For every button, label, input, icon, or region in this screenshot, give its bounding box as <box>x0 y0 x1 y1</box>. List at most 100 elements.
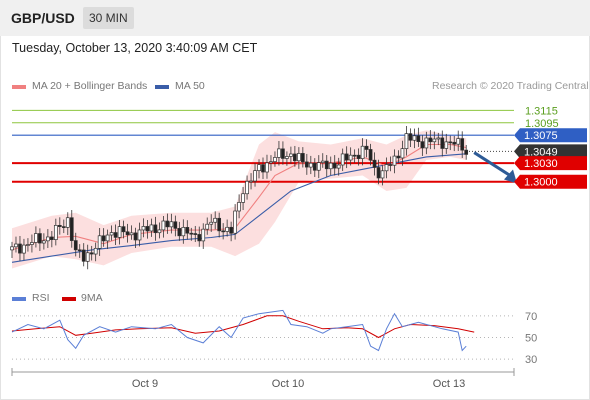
candle-body <box>257 164 261 172</box>
candle-body <box>49 236 54 240</box>
candle <box>285 151 289 166</box>
candle <box>396 150 401 164</box>
candle <box>38 228 42 251</box>
candle <box>281 141 285 165</box>
candle <box>14 236 18 253</box>
price-tag-1.3049 <box>514 144 587 159</box>
candle <box>297 147 301 169</box>
candle <box>221 223 226 240</box>
candle <box>384 157 389 179</box>
candle-body <box>408 133 413 141</box>
candle <box>436 132 441 146</box>
candle <box>193 225 198 243</box>
candle-body <box>221 230 226 233</box>
price-tag-label-1.3075: 1.3075 <box>524 130 558 142</box>
candle-body <box>22 244 26 254</box>
candle <box>137 222 142 247</box>
candle-body <box>269 161 273 164</box>
candle-body <box>368 149 373 161</box>
candle-body <box>332 162 337 169</box>
candle-body <box>137 229 142 241</box>
price-tag-1.3030 <box>514 156 587 171</box>
ma20-legend-swatch <box>12 85 26 89</box>
candle <box>117 220 122 245</box>
candle <box>169 213 174 234</box>
candle <box>316 155 321 179</box>
candle-body <box>177 228 182 237</box>
candle <box>289 146 293 164</box>
candle-body <box>428 137 433 143</box>
candle-body <box>225 226 229 232</box>
level-label-1.3115: 1.3115 <box>525 105 558 117</box>
candle <box>452 135 457 152</box>
candle-body <box>93 247 98 255</box>
candle-body <box>109 232 114 236</box>
candle <box>105 229 110 249</box>
candle-body <box>97 235 102 249</box>
candle <box>376 159 381 185</box>
candle-body <box>173 221 178 229</box>
candle-body <box>420 141 425 149</box>
candle <box>53 218 58 246</box>
candle-body <box>436 137 441 140</box>
candle <box>229 221 233 242</box>
candle-body <box>169 221 174 228</box>
candle-body <box>384 164 389 172</box>
candle-body <box>229 226 233 234</box>
candle-body <box>261 164 265 173</box>
candle-body <box>456 138 461 145</box>
copyright-text: Research © 2020 Trading Central <box>432 80 589 92</box>
price-tag-label-1.3049: 1.3049 <box>524 146 558 158</box>
rsi-tick-50: 50 <box>525 333 537 345</box>
candle <box>360 138 365 166</box>
candle <box>456 130 461 151</box>
candle <box>324 155 329 177</box>
candle <box>388 156 393 172</box>
candle-body <box>388 164 393 166</box>
candle-body <box>440 137 445 149</box>
candle <box>348 147 353 166</box>
candle <box>157 222 162 239</box>
candle-body <box>185 227 190 234</box>
candle <box>336 157 341 176</box>
price-tag-label-1.3000: 1.3000 <box>524 177 558 189</box>
rsi-line <box>11 309 467 352</box>
candle <box>237 194 241 219</box>
candle <box>49 231 54 248</box>
x-tick-label: Oct 13 <box>433 378 465 390</box>
candle <box>412 128 417 149</box>
candle-body <box>217 217 222 232</box>
timeframe-button[interactable]: 30 MIN <box>83 7 134 29</box>
candle-body <box>320 160 325 163</box>
candle-body <box>81 249 86 262</box>
candle <box>440 130 445 157</box>
candle <box>46 229 50 248</box>
candle <box>89 245 94 261</box>
candle <box>26 238 30 252</box>
candle <box>293 145 297 167</box>
candle-body <box>233 210 237 234</box>
candle-body <box>412 135 417 141</box>
rsi-ma-legend-swatch <box>62 297 76 301</box>
candle-body <box>416 135 421 143</box>
candle-body <box>205 223 210 230</box>
candle <box>269 155 273 171</box>
candle <box>97 227 102 256</box>
candle <box>352 149 357 163</box>
candle-body <box>289 153 293 157</box>
candle-body <box>113 232 118 238</box>
candle <box>161 215 166 238</box>
candle <box>273 151 277 167</box>
candle-body <box>249 180 253 183</box>
candle <box>328 156 333 176</box>
candle-body <box>18 243 22 254</box>
candle <box>392 149 397 174</box>
candle <box>233 204 237 240</box>
candle-body <box>293 153 297 162</box>
candle-body <box>308 162 313 168</box>
candle-body <box>396 155 401 159</box>
candle-body <box>189 232 194 235</box>
candle-body <box>197 234 202 242</box>
timestamp: Tuesday, October 13, 2020 3:40:09 AM CET <box>12 41 258 55</box>
